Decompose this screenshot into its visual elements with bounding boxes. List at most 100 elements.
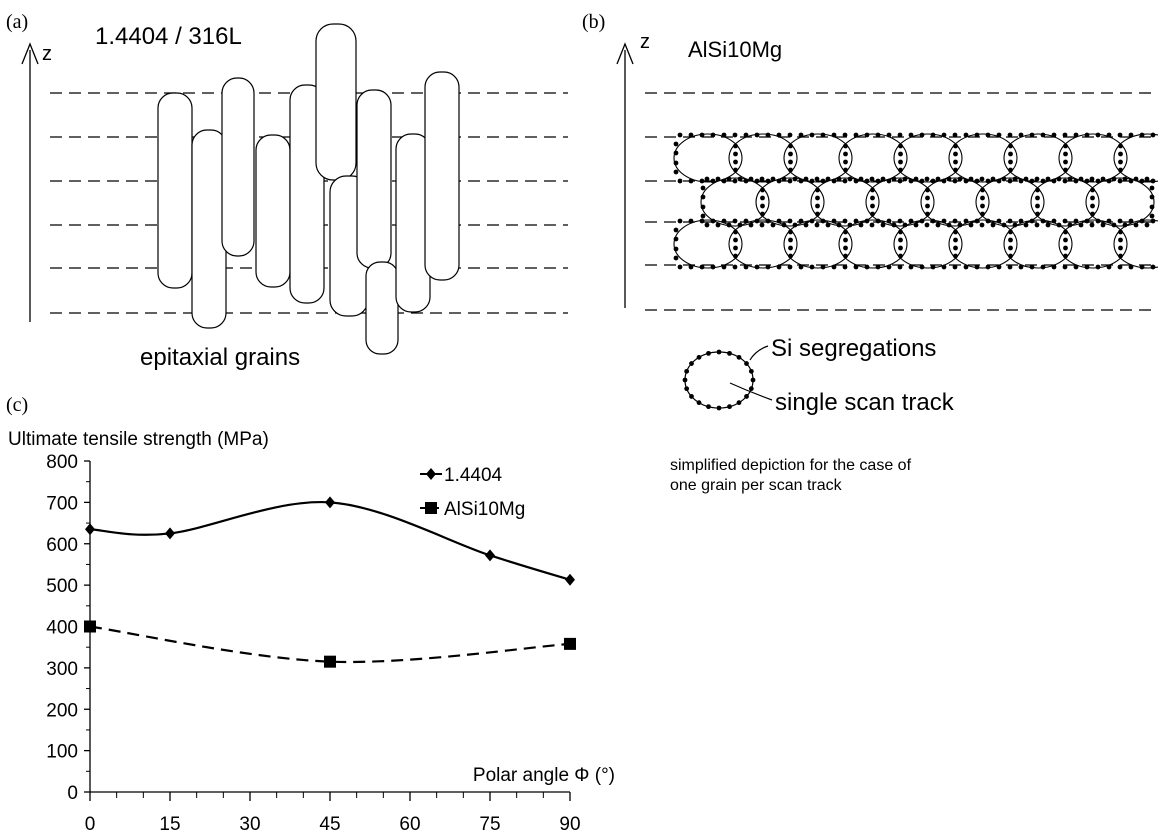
si-dot: [750, 377, 756, 383]
y-tick-label: 800: [46, 452, 78, 473]
si-dot: [1089, 176, 1095, 182]
si-dot: [831, 264, 837, 270]
si-dot: [1122, 176, 1128, 182]
si-dot: [1149, 185, 1155, 191]
x-tick-label: 45: [319, 814, 340, 835]
panel-b-title: AlSi10Mg: [688, 37, 782, 62]
si-dot: [985, 178, 991, 184]
si-dot: [897, 132, 903, 138]
si-dot: [1051, 132, 1057, 138]
si-dot: [748, 176, 754, 182]
si-dot: [825, 222, 831, 228]
si-dot: [744, 394, 749, 399]
si-dot: [886, 132, 892, 138]
si-dot: [696, 354, 702, 360]
si-dot: [1029, 218, 1035, 224]
si-dot: [1078, 176, 1084, 182]
si-dot: [1063, 143, 1068, 149]
si-dot: [677, 264, 683, 270]
si-dot: [1051, 264, 1057, 270]
chart-x-axis-title: Polar angle Φ (°): [473, 765, 615, 786]
si-dot: [1128, 132, 1134, 138]
scan-track: [810, 177, 880, 227]
tensile-strength-chart: 0 100 200 300 400 500 600 700 800 0 15 30 45 60 75 90 1.…: [46, 452, 580, 835]
data-point-diamond: [565, 573, 575, 586]
si-dot: [897, 218, 903, 224]
si-dot: [1051, 218, 1057, 224]
si-dot: [930, 218, 936, 224]
si-dot: [700, 185, 706, 191]
data-point-diamond: [325, 496, 335, 509]
single-track-sketch: [684, 351, 754, 409]
si-dot: [880, 176, 886, 182]
si-dot: [935, 222, 941, 228]
si-dot: [1117, 132, 1123, 138]
si-dot: [814, 222, 820, 228]
si-dot: [1035, 195, 1040, 201]
si-dot: [1117, 264, 1123, 270]
si-dot: [980, 187, 985, 193]
si-dot: [733, 167, 738, 173]
legend-label: 1.4404: [444, 465, 503, 486]
y-tick-label: 300: [46, 659, 78, 680]
si-dot: [1150, 132, 1156, 138]
si-dot: [1084, 178, 1090, 184]
si-dot: [930, 178, 936, 184]
si-dot: [985, 132, 991, 138]
si-dot: [843, 237, 848, 243]
si-dot: [1133, 176, 1139, 182]
si-dot: [985, 218, 991, 224]
data-point-square: [425, 502, 437, 514]
si-dot: [700, 213, 706, 219]
si-dot: [842, 218, 848, 224]
si-dot: [853, 264, 859, 270]
si-dot: [776, 132, 782, 138]
si-dot: [1118, 167, 1123, 173]
si-dot: [974, 178, 980, 184]
si-dot: [699, 132, 705, 138]
si-dot: [1150, 218, 1156, 224]
panel-b-track-legend: Si segregations single scan track simpli…: [670, 335, 955, 494]
si-dot: [696, 400, 702, 406]
si-dot: [996, 218, 1002, 224]
si-dot: [1029, 264, 1035, 270]
si-dot: [1106, 218, 1112, 224]
scan-track: [893, 133, 963, 183]
si-dot: [1144, 222, 1150, 228]
si-dot: [953, 159, 958, 165]
si-dot: [1139, 218, 1145, 224]
si-dot: [953, 253, 958, 259]
panel-a-grains: [157, 23, 460, 355]
si-dot: [870, 211, 875, 217]
si-dot: [979, 222, 985, 228]
scan-track: [783, 219, 853, 269]
si-dot: [886, 218, 892, 224]
si-dot: [930, 264, 936, 270]
si-dot: [1111, 176, 1117, 182]
si-dot: [1084, 132, 1090, 138]
si-dot: [1090, 195, 1095, 201]
si-dot: [891, 176, 897, 182]
si-dot: [836, 176, 842, 182]
si-dot: [760, 187, 765, 193]
si-dot: [704, 222, 710, 228]
si-dot: [688, 264, 694, 270]
si-dot: [1045, 222, 1051, 228]
scan-track: [865, 177, 935, 227]
si-dot: [809, 218, 815, 224]
si-dot: [1078, 222, 1084, 228]
si-dot: [1150, 264, 1156, 270]
si-dot: [820, 264, 826, 270]
si-dot: [1118, 253, 1123, 259]
si-dot: [748, 368, 754, 374]
si-dot: [968, 222, 974, 228]
si-dot: [1029, 178, 1035, 184]
si-dot: [1090, 203, 1095, 209]
scan-track: [1003, 133, 1073, 183]
si-dot: [1056, 176, 1062, 182]
si-dot: [1073, 218, 1079, 224]
si-dot: [935, 176, 941, 182]
si-dot: [1008, 253, 1013, 259]
scan-track: [838, 133, 908, 183]
si-dot: [1040, 264, 1046, 270]
